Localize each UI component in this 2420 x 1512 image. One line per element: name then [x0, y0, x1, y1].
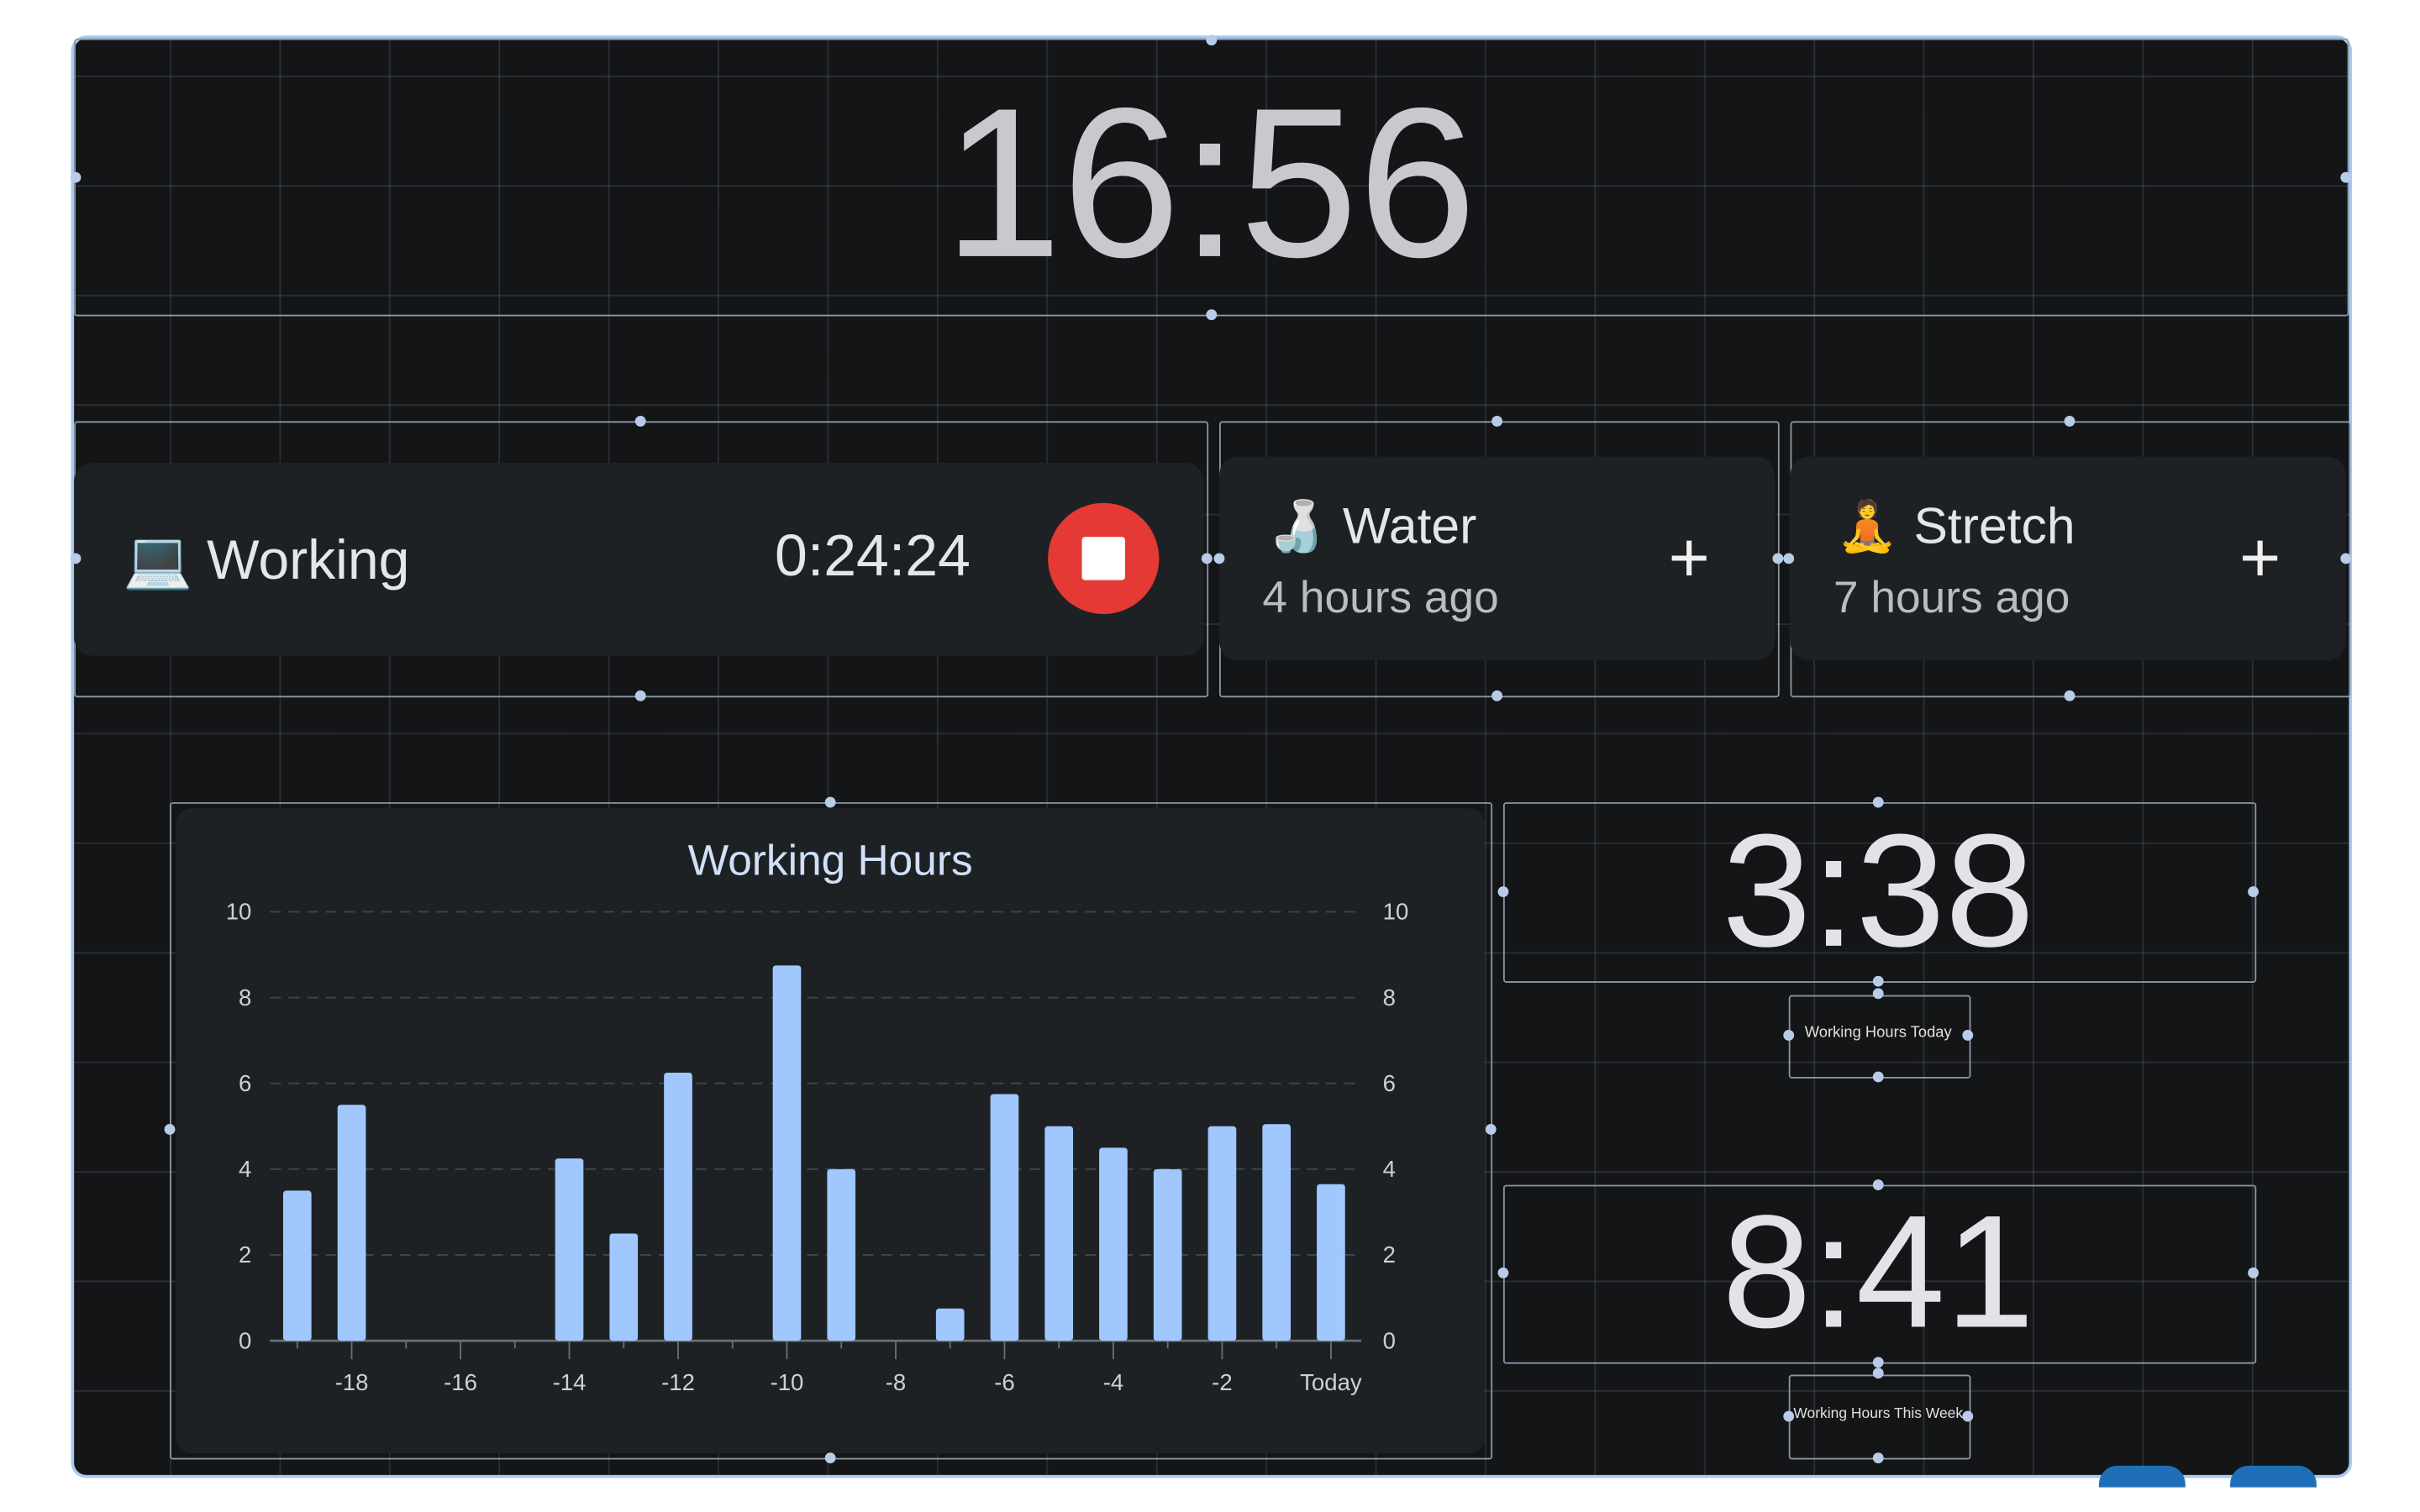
bar [1099, 1147, 1128, 1341]
x-tick-label: -10 [771, 1369, 804, 1395]
bar [664, 1072, 692, 1341]
x-tick-label: -12 [661, 1369, 695, 1395]
x-tick-label: Today [1300, 1369, 1362, 1395]
x-tick-label: -4 [1103, 1369, 1124, 1395]
y-tick-label-right: 2 [1383, 1242, 1396, 1268]
y-tick-label-right: 4 [1383, 1156, 1396, 1182]
x-tick-label: -6 [994, 1369, 1014, 1395]
bar [990, 1094, 1019, 1341]
bar [1044, 1126, 1074, 1341]
y-tick-label-left: 8 [239, 984, 251, 1011]
working-hours-chart: Working Hours 0 0 2 2 4 4 6 6 8 8 10 10 -18 -16 -14 -12 -… [226, 835, 1409, 1395]
y-tick-label-right: 8 [1383, 984, 1396, 1011]
laptop-icon: 💻 [123, 528, 193, 591]
bar [1207, 1126, 1237, 1341]
y-tick-label-left: 4 [239, 1156, 251, 1182]
bar [827, 1168, 856, 1341]
water-label: Water [1342, 496, 1477, 554]
today-hours-value: 3:38 [1722, 802, 2035, 982]
water-last: 4 hours ago [1262, 574, 1499, 624]
activity-label: Working [207, 528, 410, 591]
week-hours-value: 8:41 [1722, 1183, 2035, 1362]
bar [609, 1233, 639, 1341]
y-tick-label-right: 0 [1383, 1327, 1396, 1353]
stretch-card[interactable] [1790, 456, 2346, 661]
clock-time: 16:56 [943, 65, 1477, 302]
x-tick-label: -16 [444, 1369, 477, 1395]
toolbar-button[interactable] [2098, 1465, 2186, 1488]
toolbar-button[interactable] [2230, 1465, 2317, 1488]
bar [555, 1158, 584, 1341]
bar [337, 1105, 366, 1341]
add-stretch-button[interactable]: + [2239, 517, 2281, 597]
x-tick-label: -2 [1212, 1369, 1233, 1395]
activity-card[interactable] [74, 463, 1204, 656]
stretch-last: 7 hours ago [1833, 574, 2070, 624]
y-tick-label-right: 10 [1383, 899, 1409, 925]
y-tick-label-left: 2 [239, 1242, 251, 1268]
stretch-label: Stretch [1913, 496, 2075, 554]
week-hours-label: Working Hours This Week [1793, 1405, 1964, 1423]
bar [935, 1308, 965, 1341]
meditation-icon: 🧘 [1836, 498, 1898, 554]
bar [1262, 1124, 1292, 1341]
bar [282, 1190, 312, 1341]
activity-elapsed: 0:24:24 [775, 524, 971, 590]
y-tick-label-left: 0 [239, 1327, 251, 1353]
y-tick-label-right: 6 [1383, 1070, 1396, 1096]
y-tick-label-left: 10 [226, 899, 252, 925]
stop-button[interactable] [1048, 502, 1160, 615]
stop-icon [1081, 537, 1125, 580]
chart-title: Working Hours [688, 835, 973, 884]
water-card[interactable] [1218, 456, 1776, 661]
x-tick-label: -18 [335, 1369, 369, 1395]
x-tick-label: -14 [553, 1369, 587, 1395]
y-tick-label-left: 6 [239, 1070, 251, 1096]
bar [1317, 1184, 1345, 1341]
today-hours-label: Working Hours Today [1804, 1024, 1952, 1042]
bar [772, 965, 802, 1341]
add-water-button[interactable]: + [1668, 517, 1710, 597]
bar [1153, 1168, 1182, 1341]
x-tick-label: -8 [886, 1369, 907, 1395]
water-bottle-icon: 🍶 [1265, 498, 1328, 554]
